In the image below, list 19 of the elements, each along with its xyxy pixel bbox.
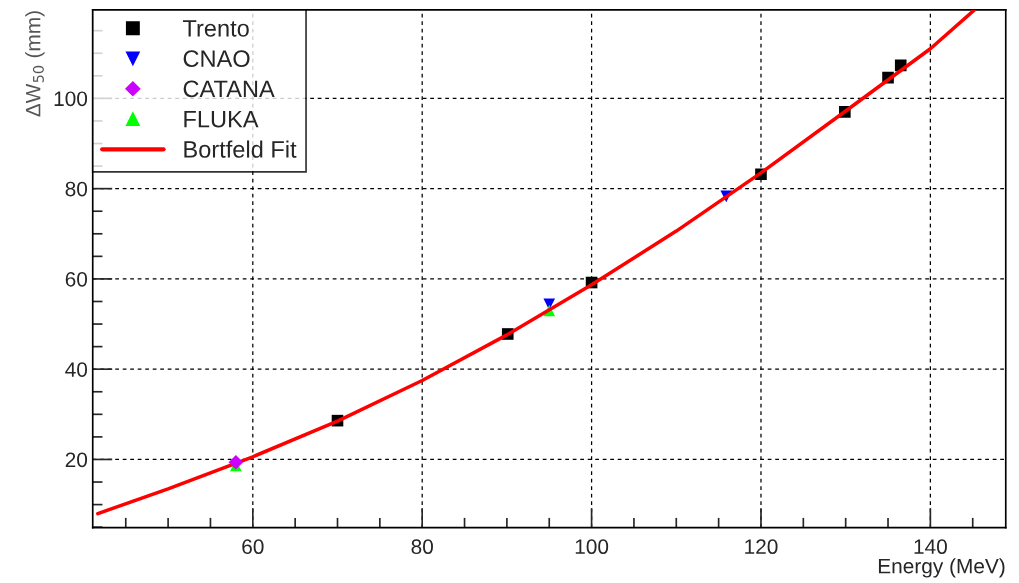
x-tick-label: 120 xyxy=(745,539,778,555)
y-axis-title: ΔW$_{50}$ (mm) xyxy=(25,11,45,117)
legend-label: Bortfeld Fit xyxy=(184,140,297,158)
legend-label: CNAO xyxy=(183,50,250,67)
x-tick-label: 80 xyxy=(411,539,433,555)
y-tick-label: 80 xyxy=(65,181,88,197)
line-series xyxy=(96,9,977,516)
x-tick-label: 60 xyxy=(242,539,264,555)
point xyxy=(228,454,244,470)
y-tick-label: 20 xyxy=(65,452,88,468)
legend-label: FLUKA xyxy=(184,111,259,128)
x-axis-title: Energy (MeV) xyxy=(878,558,1005,578)
legend-label: CATANA xyxy=(183,80,275,98)
x-tick-label: 100 xyxy=(575,539,609,555)
legend-label: Trento xyxy=(182,20,249,37)
y-tick-label: 100 xyxy=(54,91,88,107)
x-tick-label: 140 xyxy=(914,539,947,555)
y-tick-label: 40 xyxy=(65,362,88,377)
y-tick-label: 60 xyxy=(65,271,88,287)
